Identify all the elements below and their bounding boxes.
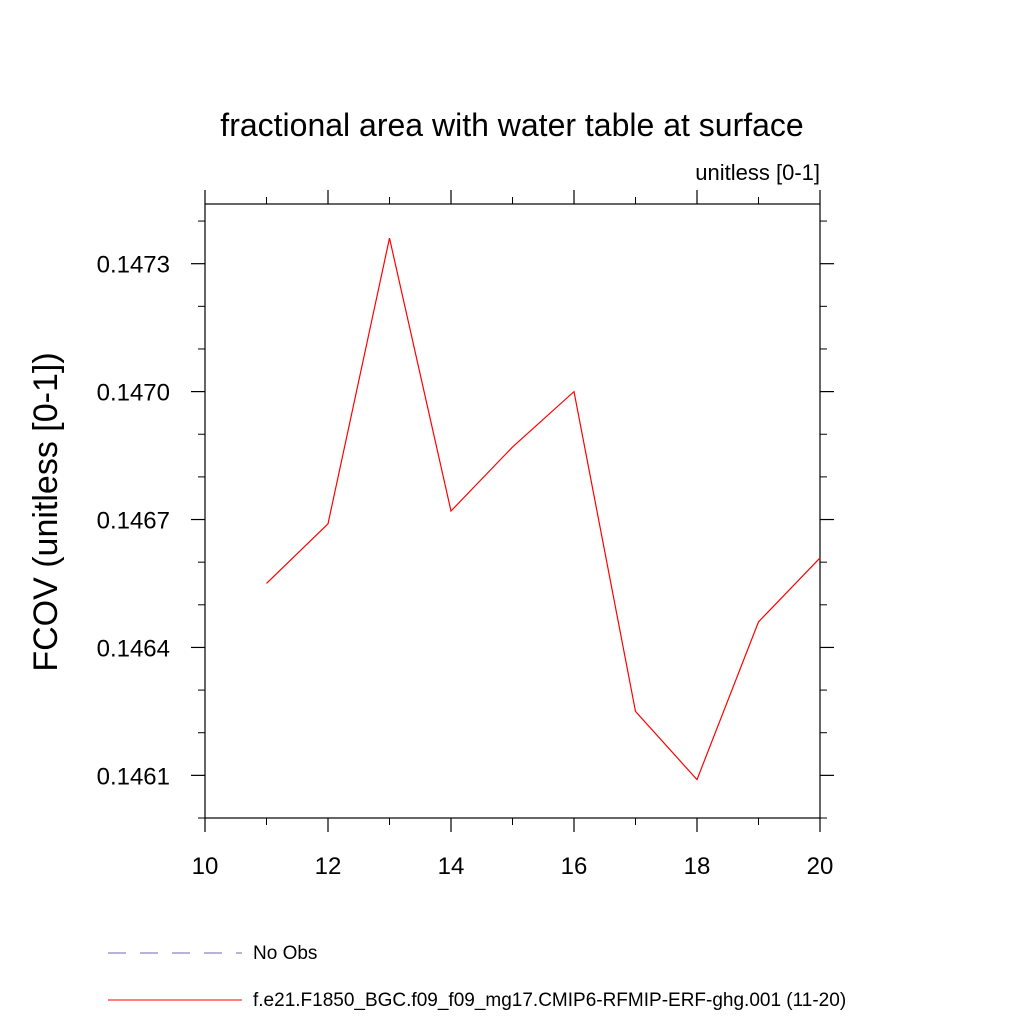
chart-title: fractional area with water table at surf…: [220, 107, 803, 143]
y-tick-label: 0.1467: [97, 508, 170, 535]
y-tick-label: 0.1464: [97, 635, 170, 662]
x-axis-ticks: 10 12 14 16 18 20: [192, 190, 834, 880]
y-axis-ticks: 0.1461 0.1464 0.1467 0.1470 0.1473: [97, 220, 834, 819]
series-layer: [266, 237, 821, 781]
y-tick-label: 0.1470: [97, 380, 170, 407]
x-tick-label: 18: [684, 853, 711, 880]
y-tick-label: 0.1473: [97, 252, 170, 279]
legend-label-no-obs: No Obs: [253, 943, 317, 964]
x-tick-label: 20: [807, 853, 834, 880]
y-tick-label: 0.1461: [97, 763, 170, 790]
series-line: [266, 237, 821, 781]
legend: No Obs f.e21.F1850_BGC.f09_f09_mg17.CMIP…: [108, 943, 846, 1011]
x-tick-label: 12: [315, 853, 342, 880]
units-label: unitless [0-1]: [695, 160, 820, 185]
x-tick-label: 10: [192, 853, 219, 880]
x-tick-label: 16: [561, 853, 588, 880]
y-axis-label: FCOV (unitless [0-1]): [27, 352, 65, 671]
plot-frame: [204, 203, 821, 819]
x-tick-label: 14: [438, 853, 465, 880]
legend-label-series: f.e21.F1850_BGC.f09_f09_mg17.CMIP6-RFMIP…: [253, 990, 846, 1011]
